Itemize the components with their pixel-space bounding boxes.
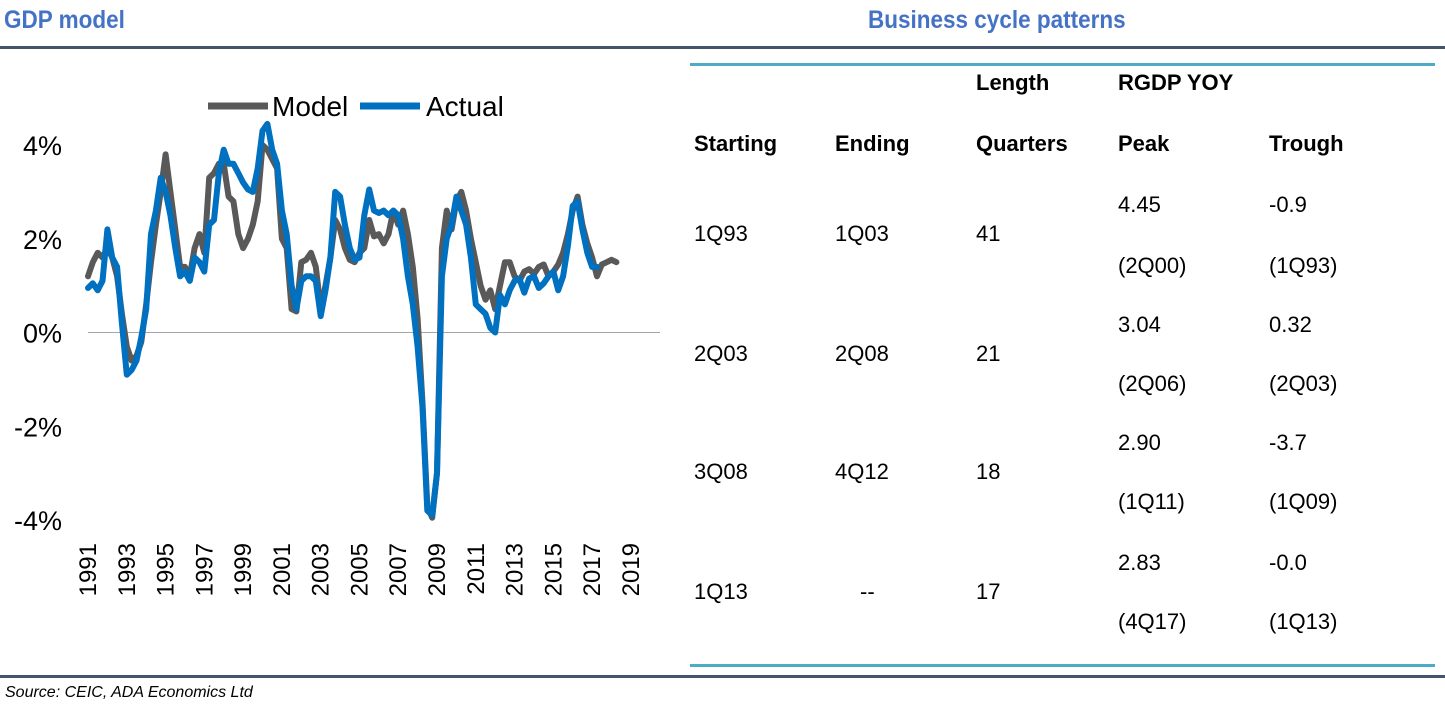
row4-ending: --: [860, 579, 875, 604]
row1-peak-date: (2Q00): [1118, 253, 1187, 278]
legend-label-model: Model: [272, 91, 348, 122]
row1-peak: 4.45: [1118, 192, 1161, 217]
row1-trough: -0.9: [1269, 192, 1307, 217]
row2-quarters: 21: [976, 341, 1001, 366]
top-rule: [0, 46, 1445, 49]
legend-label-actual: Actual: [426, 91, 504, 122]
row4-trough: -0.0: [1269, 550, 1307, 575]
row2-peak-date: (2Q06): [1118, 371, 1187, 396]
x-tick-label: 2011: [463, 543, 490, 595]
row2-trough-date: (2Q03): [1269, 371, 1338, 396]
row4-peak: 2.83: [1118, 550, 1161, 575]
y-tick-label: -2%: [14, 412, 62, 442]
row4-trough-date: (1Q13): [1269, 609, 1338, 634]
x-tick-label: 2003: [308, 543, 335, 596]
table-top-rule: [690, 63, 1435, 66]
row4-starting: 1Q13: [694, 579, 748, 604]
row1-starting: 1Q93: [694, 221, 748, 246]
series-group: [85, 120, 620, 521]
row2-peak: 3.04: [1118, 312, 1161, 337]
row1-ending: 1Q03: [835, 221, 889, 246]
header-peak: Peak: [1118, 131, 1170, 156]
row3-ending: 4Q12: [835, 459, 889, 484]
row3-trough: -3.7: [1269, 430, 1307, 455]
right-title: Business cycle patterns: [868, 6, 1126, 34]
x-tick-label: 2005: [346, 543, 373, 596]
x-tick-label: 1991: [75, 543, 102, 596]
header-quarters: Quarters: [976, 131, 1068, 156]
y-tick-label: -4%: [14, 506, 62, 536]
source-note: Source: CEIC, ADA Economics Ltd: [5, 684, 253, 701]
row2-ending: 2Q08: [835, 341, 889, 366]
row2-trough: 0.32: [1269, 312, 1312, 337]
table-bottom-rule: [690, 664, 1435, 667]
x-tick-label: 2013: [502, 543, 529, 596]
header-rgdp-yoy: RGDP YOY: [1118, 70, 1234, 95]
x-tick-label: 2001: [269, 543, 296, 596]
row3-starting: 3Q08: [694, 459, 748, 484]
row2-starting: 2Q03: [694, 341, 748, 366]
row1-trough-date: (1Q93): [1269, 253, 1338, 278]
row4-peak-date: (4Q17): [1118, 609, 1187, 634]
header-length: Length: [976, 70, 1050, 95]
x-tick-label: 1995: [153, 543, 180, 596]
x-tick-label: 2009: [424, 543, 451, 596]
x-tick-label: 1999: [230, 543, 257, 596]
x-tick-label: 2019: [618, 543, 645, 596]
row1-quarters: 41: [976, 221, 1001, 246]
x-tick-label: 2015: [540, 543, 567, 596]
bottom-rule: [0, 675, 1445, 678]
y-tick-label: 0%: [23, 319, 62, 349]
legend: Model Actual: [208, 91, 504, 122]
y-axis-labels: 4% 2% 0% -2% -4%: [14, 131, 62, 536]
left-title: GDP model: [4, 6, 125, 34]
x-tick-label: 2017: [579, 543, 606, 596]
row3-peak-date: (1Q11): [1118, 489, 1185, 514]
x-tick-label: 1993: [114, 543, 141, 596]
row4-quarters: 17: [976, 579, 1001, 604]
header-trough: Trough: [1269, 131, 1344, 156]
row3-peak: 2.90: [1118, 430, 1161, 455]
y-tick-label: 4%: [23, 131, 62, 161]
x-tick-label: 2007: [385, 543, 412, 596]
header-starting: Starting: [694, 131, 778, 156]
series-line-actual: [85, 120, 600, 519]
row3-quarters: 18: [976, 459, 1001, 484]
gdp-model-chart: 4% 2% 0% -2% -4% 1991 1993 1995 1997 1999 2001 200…: [14, 91, 660, 596]
header-ending: Ending: [835, 131, 910, 156]
y-tick-label: 2%: [23, 225, 62, 255]
x-axis-labels: 1991 1993 1995 1997 1999 2001 2003 2005 2007 2009…: [75, 543, 645, 596]
row3-trough-date: (1Q09): [1269, 489, 1338, 514]
x-tick-label: 1997: [191, 543, 218, 596]
